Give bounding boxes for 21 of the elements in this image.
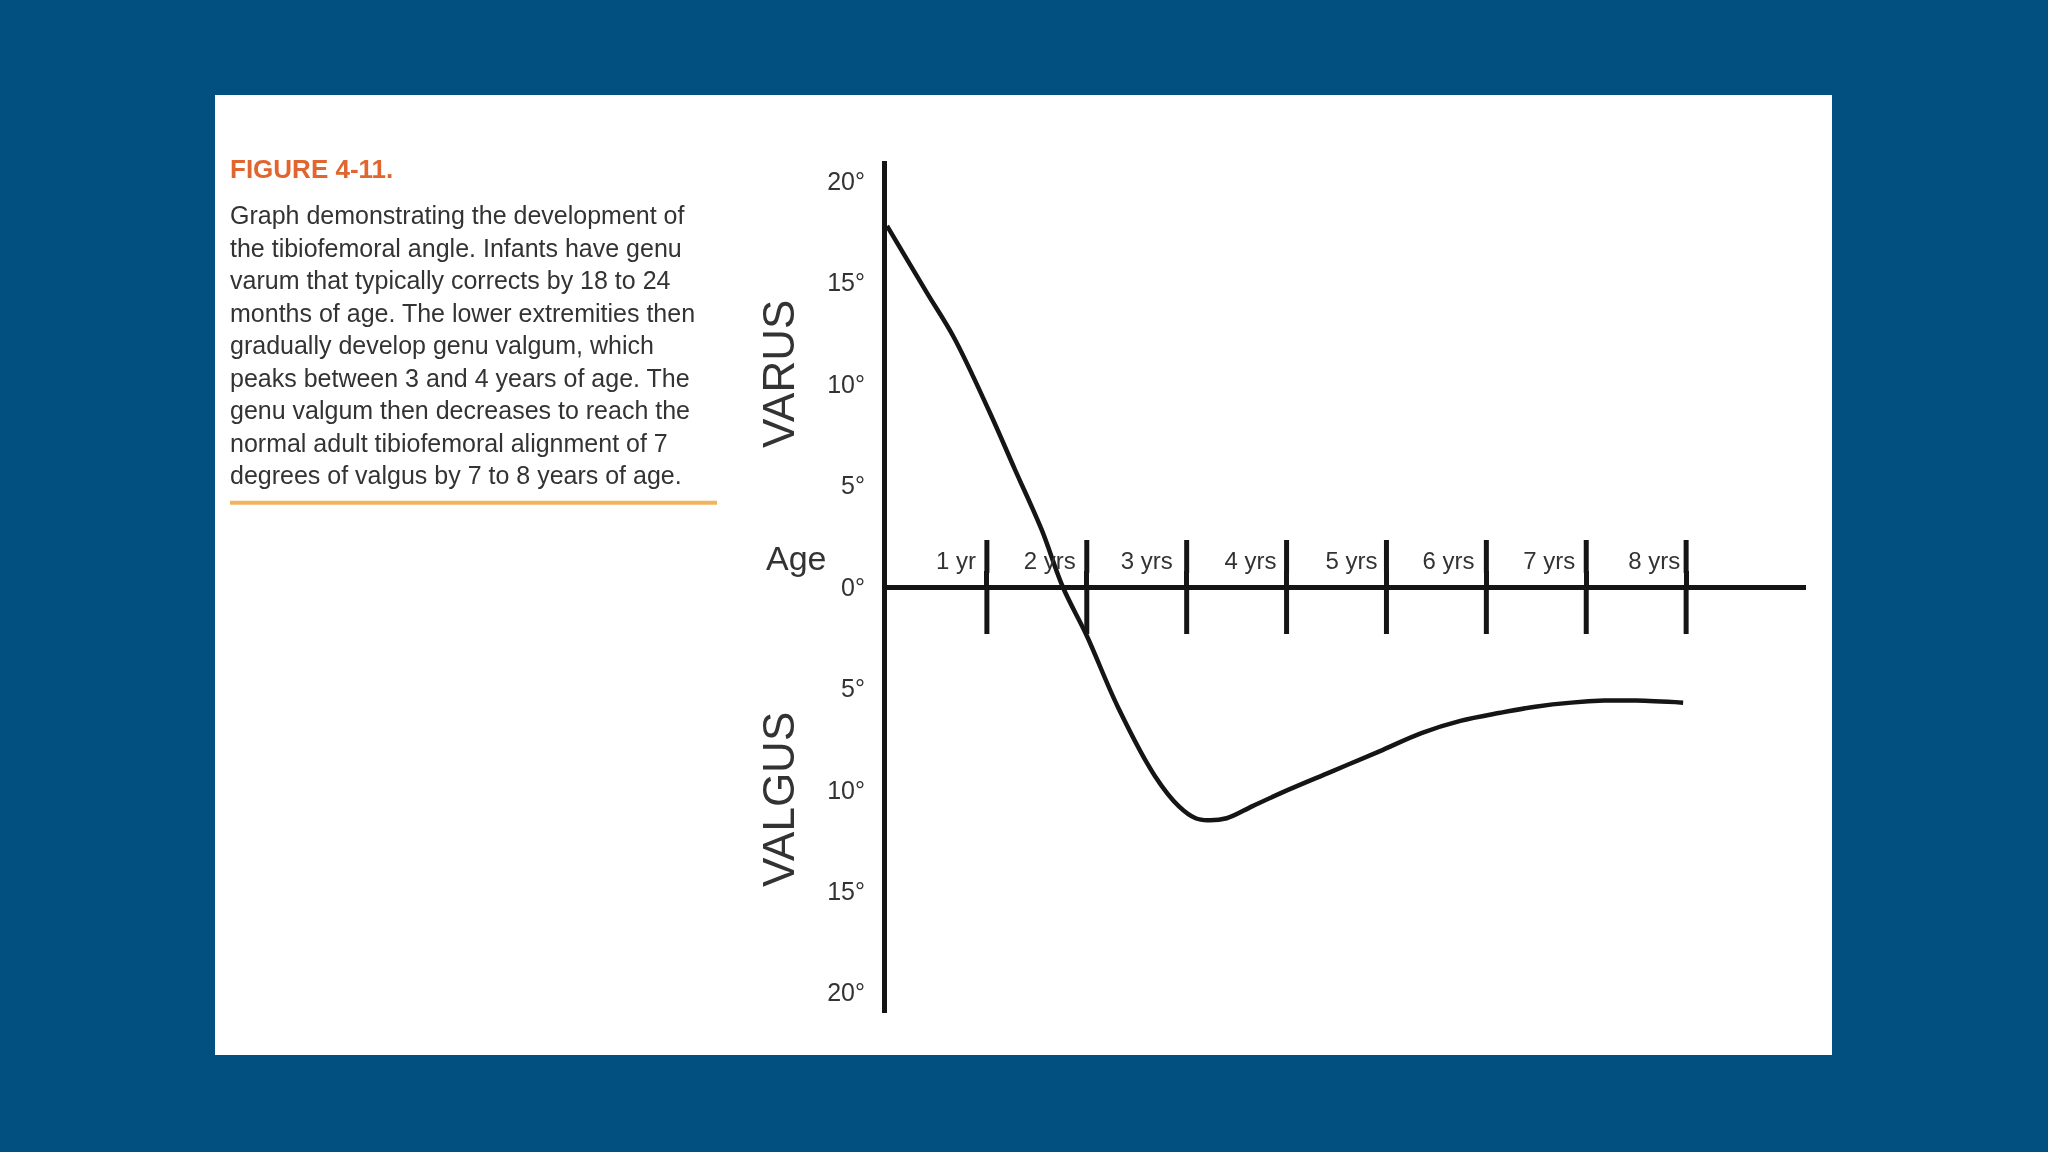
x-tick-label: 1 yr [935, 547, 976, 575]
x-axis-title: Age [766, 539, 827, 577]
x-tick-label: 8 yrs [1628, 547, 1681, 575]
x-tick-label: 6 yrs [1422, 547, 1475, 575]
x-tick-label: 4 yrs [1224, 547, 1277, 575]
text: Graph demonstrating the development of the tibiofemoral angle. Infants have genu varum that typically corrects by 18 to 24 months of age. The lower extremities then gradually develop genu valgum, which peaks between 3 and 4 years of age. The genu valgum then decreases to reach the normal adult tibiofemoral alignment of 7 degrees of valgus by 7 to 8 years of age. [230, 201, 696, 490]
y-tick-label: 10° [827, 775, 865, 804]
y-tick-label: 5° [841, 674, 865, 703]
y-tick-label: 20° [827, 167, 865, 196]
x-tick-label: 3 yrs [1120, 547, 1173, 575]
text: FIGURE 4-11. [230, 154, 394, 185]
x-tick-label: 7 yrs [1523, 547, 1576, 575]
y-tick-label: 15° [827, 877, 865, 906]
y-tick-label: 10° [827, 369, 865, 398]
text: VARUS [754, 299, 803, 448]
y-tick-label: 20° [827, 978, 865, 1007]
y-tick-label: 15° [827, 268, 865, 297]
y-tick-label: 5° [841, 471, 865, 500]
y-tick-label: 0° [841, 572, 865, 601]
x-tick-label: 5 yrs [1325, 547, 1378, 575]
text: VALGUS [754, 711, 803, 887]
